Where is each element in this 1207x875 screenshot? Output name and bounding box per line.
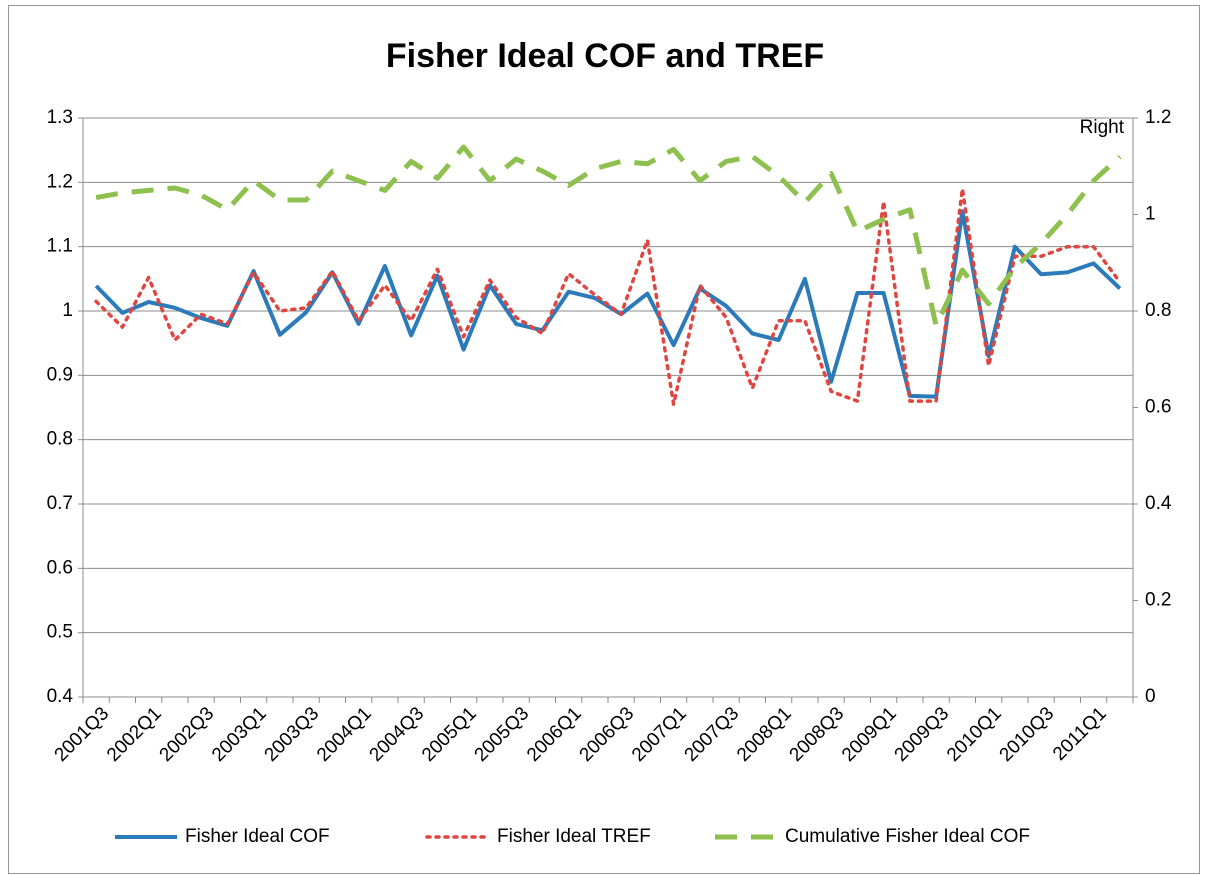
y-tick-label: 1.1 [47,236,73,257]
y-tick-label: 0.5 [47,622,73,643]
y-tick-label: 1.2 [47,171,73,192]
y-tick-label: 1 [62,300,73,321]
legend-label: Fisher Ideal COF [185,826,330,847]
y2-tick-label: 1.2 [1145,107,1171,128]
y-tick-label: 0.6 [47,557,73,578]
y-tick-label: 0.9 [47,364,73,385]
y2-tick-label: 0.8 [1145,300,1171,321]
legend-label: Fisher Ideal TREF [497,826,651,847]
y2-tick-label: 0.4 [1145,493,1172,514]
y2-tick-label: 0.2 [1145,590,1171,611]
y-tick-label: 1.3 [47,107,73,128]
y-tick-label: 0.7 [47,493,73,514]
chart-title: Fisher Ideal COF and TREF [386,37,824,75]
y-tick-label: 0.8 [47,429,73,450]
y2-tick-label: 0 [1145,686,1156,707]
series-line [95,144,1122,328]
y2-tick-label: 1 [1145,204,1156,225]
y-tick-label: 0.4 [47,686,74,707]
y2-tick-label: 0.6 [1145,397,1171,418]
annotation: Right [1080,117,1125,138]
legend-label: Cumulative Fisher Ideal COF [785,826,1030,847]
